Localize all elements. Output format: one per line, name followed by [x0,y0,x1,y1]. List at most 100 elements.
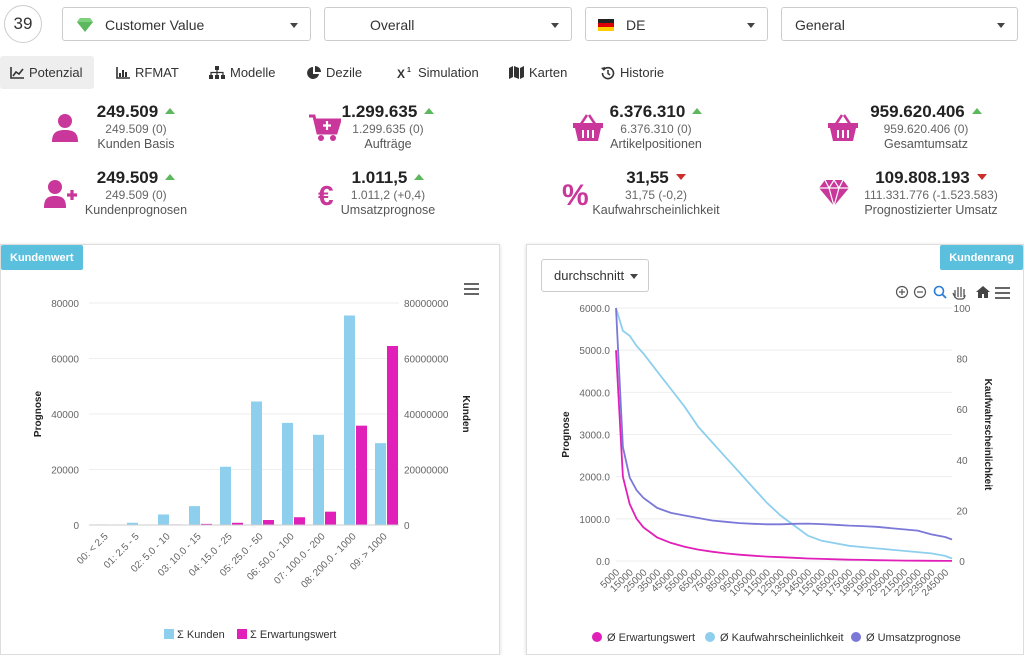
kpi-value: 31,55 [626,168,669,187]
user-icon [52,114,78,142]
kpi-sub: 959.620.406 (0) [883,122,969,136]
tab-potenzial[interactable]: Potenzial [0,56,94,89]
zoom-in-plus [899,289,905,295]
bar-erwartungswert [356,425,367,525]
kpi-label: Artikelpositionen [610,137,702,151]
menu-icon[interactable] [995,287,1010,299]
kpi-label: Kundenprognosen [84,203,188,217]
y-tick-label: 6000.0 [579,304,610,315]
magnifier-handle [941,293,947,299]
kundenrang-panel: Kundenrang durchschnitt 0.0 1000.0 2000.0 3… [526,244,1024,655]
diamond-icon [77,18,93,32]
segment-select-label: Overall [370,17,415,33]
kpi-value: 109.808.193 [875,168,970,187]
bar-kunden [158,514,169,525]
menu-icon[interactable] [464,283,479,295]
pan-hand-icon[interactable] [952,287,966,300]
tab-label: Simulation [418,65,479,80]
y-tick-label: 2000.0 [579,473,610,484]
kpi-value: 249.509 [96,102,159,121]
menu-icon-bar [995,292,1010,294]
kpi-value: 1.011,5 [351,168,408,187]
country-select[interactable]: DE [585,7,768,41]
y-tick-label: 1000.0 [579,515,610,526]
y2-tick-label: 20 [956,506,968,517]
category-select[interactable]: General [781,7,1018,41]
tab-label: RFMAT [135,65,179,80]
kpi-artikelpositionen: 6.376.310 6.376.310 (0) Artikelpositione… [586,102,726,152]
model-select[interactable]: Customer Value [62,7,311,41]
bar-kunden [127,522,138,525]
kundenrang-chart: 0.0 1000.0 2000.0 3000.0 4000.0 5000.0 6000.0 0… [561,285,1010,644]
menu-icon-bar [464,288,479,290]
chart-toolbar [895,285,990,300]
kpi-auftraege: 1.299.635 1.299.635 (0) Aufträge [318,102,458,152]
menu-icon-bar [464,293,479,295]
bar-kunden [375,443,386,525]
series-line [615,307,953,541]
zoom-out-circle [913,285,927,299]
y-tick-label: 20000 [51,466,79,477]
y2-tick-label: 100 [954,304,971,315]
bar-kunden [282,422,293,525]
tab-dezile[interactable]: Dezile [297,56,372,89]
kpi-sub: 249.509 (0) [105,122,167,136]
euro-icon: € [318,180,334,208]
tab-historie[interactable]: Historie [591,56,674,89]
y-tick-label: 4000.0 [579,388,610,399]
tab-modelle[interactable]: Modelle [199,56,286,89]
zoom-in-icon[interactable] [895,285,909,299]
chart-legend: Σ Kunden Σ Erwartungswert [164,629,336,641]
home-shape [976,286,990,298]
tab-label: Historie [620,65,665,80]
aggregation-dropdown[interactable]: durchschnitt [541,259,649,292]
cart-plus-icon [309,114,341,141]
magnifier-icon[interactable] [933,285,947,299]
model-select-label: Customer Value [105,17,205,33]
segment-select[interactable]: Overall [324,7,572,41]
trend-up-icon [424,108,435,114]
y2-tick-label: 40000000 [404,410,449,421]
tab-label: Potenzial [29,65,83,80]
kpi-label: Kunden Basis [97,137,175,151]
kpi-value: 249.509 [96,168,159,187]
legend-label: Σ Erwartungswert [250,629,336,641]
trend-up-icon [971,108,982,114]
kpi-sub: 1.011,2 (+0,4) [350,188,426,202]
kpi-sub: 31,75 (-0,2) [624,188,688,202]
y2-tick-label: 20000000 [404,466,449,477]
y2-tick-label: 40 [956,456,968,467]
y2-tick-label: 0 [959,557,965,568]
home-icon[interactable] [976,286,990,298]
chevron-down-icon [551,23,559,28]
count-badge: 39 [4,5,42,43]
chart-legend: Ø Erwartungswert Ø Kaufwahrscheinlichkeit… [592,632,961,644]
zoom-out-icon[interactable] [913,285,927,299]
legend-marker [851,632,861,642]
y-tick-label: 5000.0 [579,346,610,357]
kpi-kunden-basis: 249.509 249.509 (0) Kunden Basis [66,102,206,152]
y2-tick-label: 80 [956,355,968,366]
kpi-value: 6.376.310 [609,102,686,121]
history-icon [601,66,615,79]
bar-kunden [189,506,200,525]
user-plus-icon [44,180,77,208]
kpi-sub: 6.376.310 (0) [620,122,692,136]
tab-rfmat[interactable]: RFMAT [106,56,189,89]
tab-label: Dezile [326,65,363,80]
legend-marker [705,632,715,642]
map-icon [509,66,524,79]
kpi-prognostizierter-umsatz: 109.808.193 111.331.776 (-1.523.583) Pro… [846,168,1016,218]
kpi-value: 959.620.406 [870,102,965,121]
y-tick-label: 3000.0 [579,431,610,442]
tab-karten[interactable]: Karten [499,56,577,89]
bar-erwartungswert [294,517,305,525]
x-tick-label: 08: 200.0 - 1000 [299,531,359,591]
y-tick-label: 0 [73,521,79,532]
german-flag-icon [598,19,614,31]
tab-label: Modelle [230,65,276,80]
kpi-kaufwahrscheinlichkeit: 31,55 31,75 (-0,2) Kaufwahrscheinlichkei… [586,168,726,218]
